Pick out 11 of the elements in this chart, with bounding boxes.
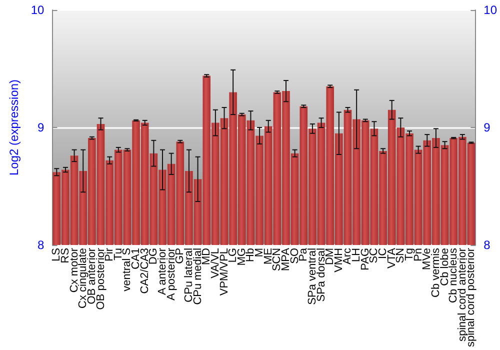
y2-tick-label: 9 <box>484 120 491 134</box>
y2-tick-label: 10 <box>484 3 498 17</box>
y-tick-label: 10 <box>30 3 45 17</box>
x-tick-label: A posterior <box>165 248 178 301</box>
y-axis-title: Log2 (expression) <box>7 79 21 176</box>
x-tick-label: spinal cord posterior <box>465 248 478 348</box>
y2-tick-label: 8 <box>484 238 491 252</box>
y-tick-label: 8 <box>38 238 45 252</box>
y-tick-label: 9 <box>38 120 45 134</box>
x-tick-label: Tg <box>403 248 416 261</box>
x-tick-label: RS <box>59 248 72 264</box>
